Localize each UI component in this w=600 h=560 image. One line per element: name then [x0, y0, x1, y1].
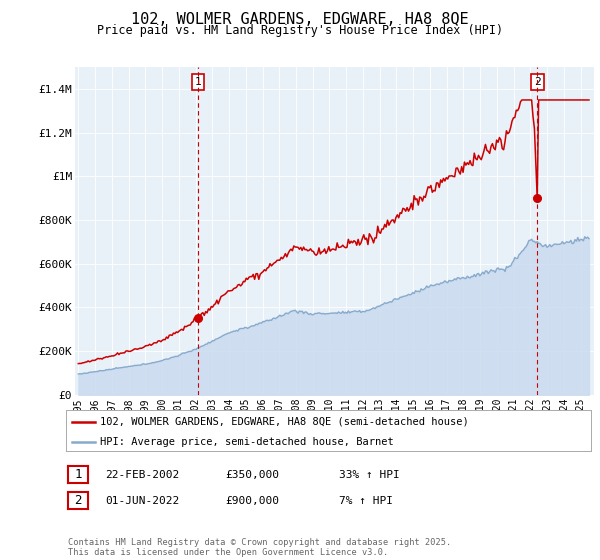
Text: 2: 2 — [534, 77, 541, 87]
Text: £900,000: £900,000 — [225, 496, 279, 506]
Text: 1: 1 — [194, 77, 201, 87]
Text: Price paid vs. HM Land Registry's House Price Index (HPI): Price paid vs. HM Land Registry's House … — [97, 24, 503, 37]
Text: 33% ↑ HPI: 33% ↑ HPI — [339, 470, 400, 480]
Text: 102, WOLMER GARDENS, EDGWARE, HA8 8QE (semi-detached house): 102, WOLMER GARDENS, EDGWARE, HA8 8QE (s… — [100, 417, 469, 427]
Text: £350,000: £350,000 — [225, 470, 279, 480]
Text: 22-FEB-2002: 22-FEB-2002 — [105, 470, 179, 480]
Text: Contains HM Land Registry data © Crown copyright and database right 2025.
This d: Contains HM Land Registry data © Crown c… — [68, 538, 452, 557]
Text: 1: 1 — [74, 468, 82, 481]
Text: HPI: Average price, semi-detached house, Barnet: HPI: Average price, semi-detached house,… — [100, 437, 394, 447]
Text: 102, WOLMER GARDENS, EDGWARE, HA8 8QE: 102, WOLMER GARDENS, EDGWARE, HA8 8QE — [131, 12, 469, 27]
Text: 7% ↑ HPI: 7% ↑ HPI — [339, 496, 393, 506]
Text: 01-JUN-2022: 01-JUN-2022 — [105, 496, 179, 506]
Text: 2: 2 — [74, 494, 82, 507]
